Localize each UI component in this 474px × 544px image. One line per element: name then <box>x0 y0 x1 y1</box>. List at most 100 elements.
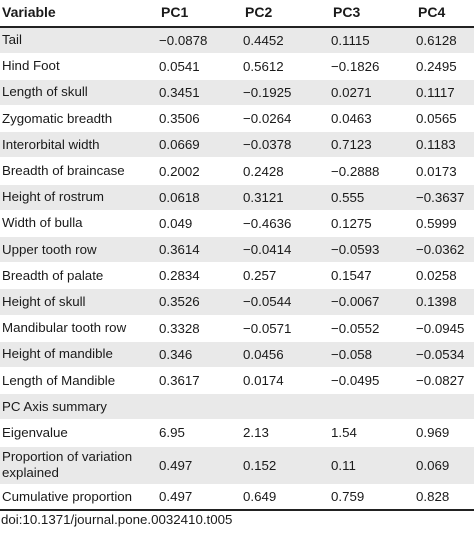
cell-pc2: 0.2428 <box>241 157 329 185</box>
cell-pc1: 0.3506 <box>157 105 241 133</box>
cell-pc1: 0.2002 <box>157 157 241 185</box>
table-row: Eigenvalue 6.95 2.13 1.54 0.969 <box>0 419 474 447</box>
cell-pc3: −0.0593 <box>329 236 414 264</box>
row-label: Breadth of palate <box>0 262 157 290</box>
table-row: Interorbital width 0.0669 −0.0378 0.7123 0.1… <box>0 131 474 159</box>
cell-pc2: 0.0456 <box>241 341 329 368</box>
cell-pc1: 0.3526 <box>157 288 241 316</box>
cell-pc4: −0.0827 <box>414 367 474 395</box>
row-label: Height of rostrum <box>0 184 157 211</box>
cell-pc3 <box>329 393 414 421</box>
header-row: Variable PC1 PC2 PC3 PC4 <box>0 0 474 28</box>
header-pc2: PC2 <box>241 0 329 28</box>
row-label: Hind Foot <box>0 53 157 80</box>
table-row: Height of skull 0.3526 −0.0544 −0.0067 0.139… <box>0 288 474 316</box>
cell-pc4: −0.0534 <box>414 341 474 368</box>
cell-pc1: 0.2834 <box>157 262 241 290</box>
header-variable: Variable <box>0 0 157 28</box>
cell-pc3: 0.1547 <box>329 262 414 290</box>
cell-pc4: 0.069 <box>414 446 474 485</box>
cell-pc1: 0.0618 <box>157 184 241 211</box>
cell-pc1: 6.95 <box>157 419 241 447</box>
cell-pc3: 0.555 <box>329 184 414 211</box>
table-row: Length of Mandible 0.3617 0.0174 −0.0495 −0.… <box>0 367 474 395</box>
cell-pc1: 0.0669 <box>157 131 241 159</box>
cell-pc2: −0.0544 <box>241 288 329 316</box>
cell-pc1: 0.3614 <box>157 236 241 264</box>
table-row: Mandibular tooth row 0.3328 −0.0571 −0.0552… <box>0 315 474 342</box>
table-row: Height of rostrum 0.0618 0.3121 0.555 −0.363… <box>0 184 474 211</box>
cell-pc3: −0.1826 <box>329 53 414 80</box>
cell-pc3: −0.0067 <box>329 288 414 316</box>
cell-pc2: 0.3121 <box>241 184 329 211</box>
cell-pc2: 0.257 <box>241 262 329 290</box>
table-row: PC Axis summary <box>0 393 474 421</box>
cell-pc2: 0.649 <box>241 484 329 512</box>
cell-pc4: 0.5999 <box>414 210 474 238</box>
cell-pc3: 0.0271 <box>329 79 414 107</box>
cell-pc1 <box>157 393 241 421</box>
cell-pc3: −0.2888 <box>329 157 414 185</box>
cell-pc1: 0.497 <box>157 446 241 485</box>
table-row: Breadth of braincase 0.2002 0.2428 −0.2888 0… <box>0 157 474 185</box>
cell-pc3: 1.54 <box>329 419 414 447</box>
cell-pc1: 0.3617 <box>157 367 241 395</box>
row-label: Eigenvalue <box>0 419 157 447</box>
table-row: Zygomatic breadth 0.3506 −0.0264 0.0463 0.05… <box>0 105 474 133</box>
cell-pc1: 0.049 <box>157 210 241 238</box>
cell-pc4: 0.0565 <box>414 105 474 133</box>
cell-pc2: −0.4636 <box>241 210 329 238</box>
row-label: Tail <box>0 27 157 54</box>
cell-pc2 <box>241 393 329 421</box>
cell-pc2: −0.0264 <box>241 105 329 133</box>
table-row: Hind Foot 0.0541 0.5612 −0.1826 0.2495 <box>0 53 474 80</box>
cell-pc4: −0.0362 <box>414 236 474 264</box>
pca-loadings-table: Variable PC1 PC2 PC3 PC4 Tail −0.0878 0.44… <box>0 0 474 512</box>
cell-pc2: −0.1925 <box>241 79 329 107</box>
row-label: Zygomatic breadth <box>0 105 157 133</box>
cell-pc4: 0.0258 <box>414 262 474 290</box>
cell-pc2: −0.0378 <box>241 131 329 159</box>
cell-pc4 <box>414 393 474 421</box>
row-label: Breadth of braincase <box>0 157 157 185</box>
table-row: Cumulative proportion 0.497 0.649 0.759 0.82… <box>0 484 474 512</box>
cell-pc3: 0.0463 <box>329 105 414 133</box>
table-row: Width of bulla 0.049 −0.4636 0.1275 0.5999 <box>0 210 474 238</box>
table-row: Tail −0.0878 0.4452 0.1115 0.6128 <box>0 27 474 54</box>
cell-pc4: −0.0945 <box>414 315 474 342</box>
cell-pc1: 0.346 <box>157 341 241 368</box>
cell-pc2: 0.4452 <box>241 27 329 54</box>
cell-pc4: −0.3637 <box>414 184 474 211</box>
cell-pc3: −0.058 <box>329 341 414 368</box>
row-label: Upper tooth row <box>0 236 157 264</box>
cell-pc4: 0.828 <box>414 484 474 512</box>
table-header: Variable PC1 PC2 PC3 PC4 <box>0 0 474 28</box>
cell-pc2: −0.0414 <box>241 236 329 264</box>
row-label: Length of Mandible <box>0 367 157 395</box>
table-row: Upper tooth row 0.3614 −0.0414 −0.0593 −0.03… <box>0 236 474 264</box>
cell-pc4: 0.0173 <box>414 157 474 185</box>
row-label: Mandibular tooth row <box>0 315 157 342</box>
cell-pc4: 0.969 <box>414 419 474 447</box>
table-row: Proportion of variation explained 0.497 0.… <box>0 446 474 485</box>
cell-pc2: 0.0174 <box>241 367 329 395</box>
cell-pc3: 0.759 <box>329 484 414 512</box>
table-row: Length of skull 0.3451 −0.1925 0.0271 0.1117 <box>0 79 474 107</box>
header-pc1: PC1 <box>157 0 241 28</box>
row-label: Cumulative proportion <box>0 484 157 512</box>
cell-pc1: −0.0878 <box>157 27 241 54</box>
cell-pc4: 0.1117 <box>414 79 474 107</box>
doi-caption: doi:10.1371/journal.pone.0032410.t005 <box>1 512 233 527</box>
cell-pc3: 0.1115 <box>329 27 414 54</box>
row-label: Length of skull <box>0 79 157 107</box>
cell-pc3: 0.11 <box>329 446 414 485</box>
cell-pc4: 0.1183 <box>414 131 474 159</box>
cell-pc1: 0.3328 <box>157 315 241 342</box>
cell-pc1: 0.497 <box>157 484 241 512</box>
cell-pc3: 0.1275 <box>329 210 414 238</box>
cell-pc2: 2.13 <box>241 419 329 447</box>
table-body: Tail −0.0878 0.4452 0.1115 0.6128 Hind Foot 0.… <box>0 27 474 512</box>
cell-pc3: −0.0495 <box>329 367 414 395</box>
table-row: Breadth of palate 0.2834 0.257 0.1547 0.0258 <box>0 262 474 290</box>
